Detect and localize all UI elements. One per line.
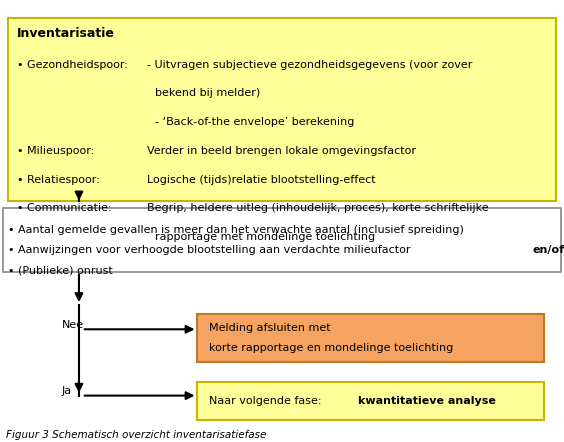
FancyBboxPatch shape <box>8 18 556 201</box>
Text: - ‘Back-of-the envelope’ berekening: - ‘Back-of-the envelope’ berekening <box>155 117 355 127</box>
Text: bekend bij melder): bekend bij melder) <box>155 88 261 99</box>
Text: • Communicatie:: • Communicatie: <box>17 203 112 213</box>
Text: Logische (tijds)relatie blootstelling-effect: Logische (tijds)relatie blootstelling-ef… <box>147 175 375 185</box>
Text: Nee: Nee <box>62 320 84 330</box>
Text: korte rapportage en mondelinge toelichting: korte rapportage en mondelinge toelichti… <box>209 343 453 353</box>
Text: • Relatiespoor:: • Relatiespoor: <box>17 175 100 185</box>
Text: Figuur 3 Schematisch overzicht inventarisatiefase: Figuur 3 Schematisch overzicht inventari… <box>6 430 266 440</box>
Text: Begrip, heldere uitleg (inhoudelijk, proces), korte schriftelijke: Begrip, heldere uitleg (inhoudelijk, pro… <box>147 203 488 213</box>
Text: kwantitatieve analyse: kwantitatieve analyse <box>358 396 496 406</box>
Text: • Gezondheidspoor:: • Gezondheidspoor: <box>17 60 128 70</box>
Text: Verder in beeld brengen lokale omgevingsfactor: Verder in beeld brengen lokale omgevings… <box>147 146 416 156</box>
Text: • Aanwijzingen voor verhoogde blootstelling aan verdachte milieufactor: • Aanwijzingen voor verhoogde blootstell… <box>8 245 415 255</box>
Text: rapportage met mondelinge toelichting: rapportage met mondelinge toelichting <box>155 232 375 242</box>
Text: • Aantal gemelde gevallen is meer dan het verwachte aantal (inclusief spreiding): • Aantal gemelde gevallen is meer dan he… <box>8 225 468 236</box>
Text: Inventarisatie: Inventarisatie <box>17 27 115 39</box>
FancyBboxPatch shape <box>197 382 544 420</box>
Text: Melding afsluiten met: Melding afsluiten met <box>209 323 331 333</box>
Text: • (Publieke) onrust: • (Publieke) onrust <box>8 265 113 275</box>
Text: - Uitvragen subjectieve gezondheidsgegevens (voor zover: - Uitvragen subjectieve gezondheidsgegev… <box>147 60 472 70</box>
Text: Naar volgende fase:: Naar volgende fase: <box>209 396 325 406</box>
FancyBboxPatch shape <box>3 208 561 272</box>
FancyBboxPatch shape <box>197 314 544 362</box>
Text: en/of: en/of <box>532 245 564 255</box>
Text: Ja: Ja <box>62 386 72 396</box>
Text: • Milieuspoor:: • Milieuspoor: <box>17 146 94 156</box>
